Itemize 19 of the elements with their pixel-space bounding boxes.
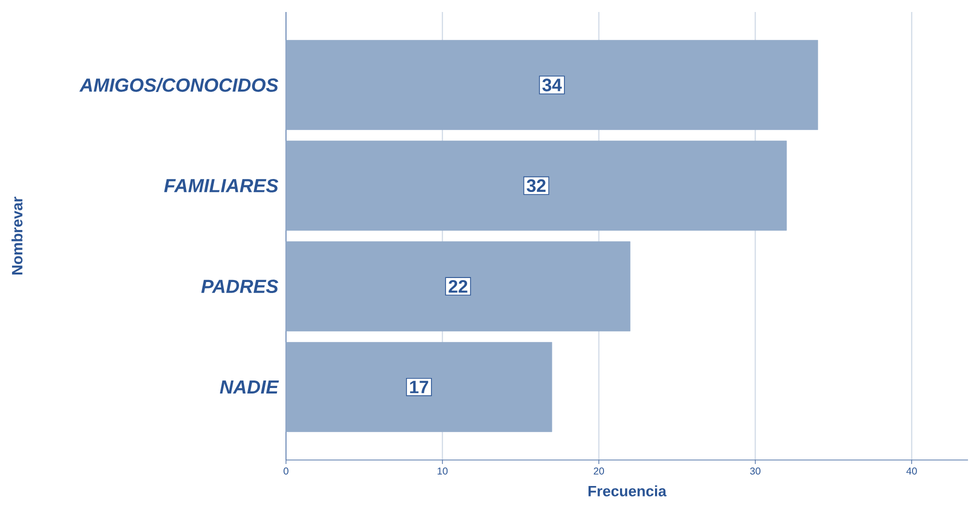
y-tick-label: FAMILIARES [164, 178, 278, 192]
x-tick-label: 40 [906, 468, 917, 475]
x-tick-label: 0 [284, 468, 288, 475]
data-label: 34 [542, 78, 562, 92]
bar [286, 241, 630, 332]
y-tick-label: NADIE [220, 380, 279, 394]
bar [286, 342, 552, 432]
x-axis-title: Frecuencia [588, 485, 667, 496]
x-tick-label: 10 [438, 468, 448, 475]
bar [286, 40, 818, 130]
data-label: 22 [448, 280, 468, 293]
y-axis-title: Nombrevar [12, 196, 22, 274]
y-tick-label: PADRES [201, 280, 278, 294]
data-label: 17 [410, 380, 428, 394]
y-tick-label: AMIGOS/CONOCIDOS [79, 78, 278, 92]
x-tick-label: 20 [594, 468, 604, 475]
data-label: 32 [526, 179, 546, 192]
bar [286, 140, 787, 231]
x-tick-label: 30 [750, 468, 760, 475]
